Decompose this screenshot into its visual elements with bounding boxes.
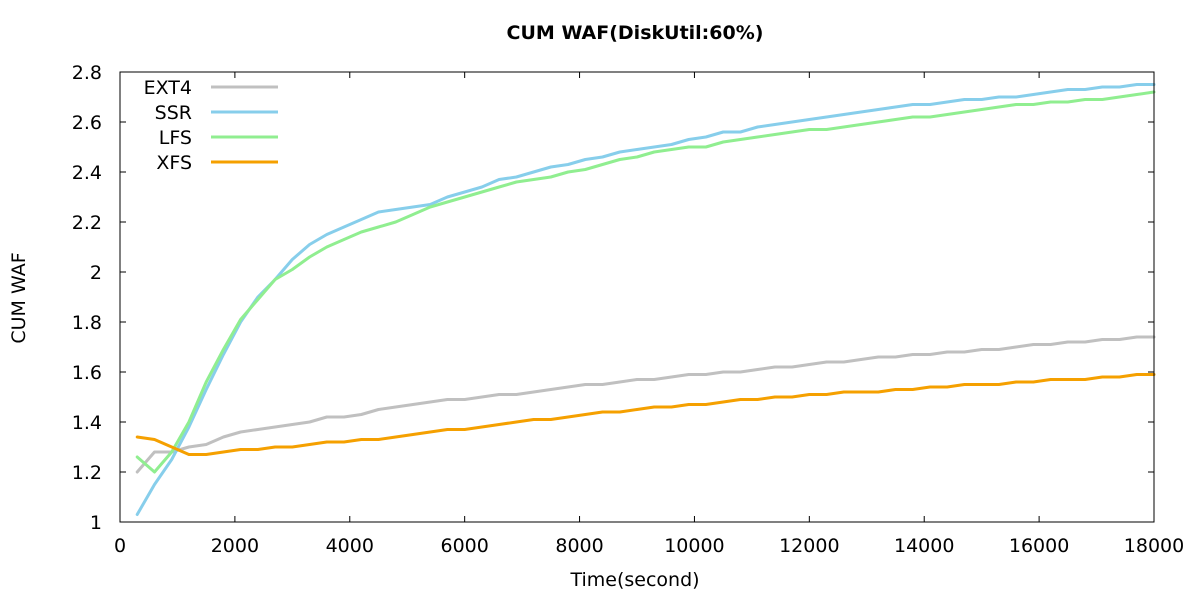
series-line-ext4 — [135, 335, 1156, 474]
series-line-lfs — [135, 90, 1156, 474]
y-tick-label: 1.4 — [72, 412, 102, 434]
y-tick-label: 2.8 — [72, 62, 102, 84]
x-tick-label: 16000 — [1009, 535, 1069, 557]
series-lines — [135, 83, 1156, 516]
legend-label-ext4: EXT4 — [144, 77, 192, 99]
plot-frame — [119, 71, 1155, 523]
legend: EXT4 SSR LFS XFS — [144, 77, 278, 174]
y-tick-label: 1.8 — [72, 312, 102, 334]
x-tick-label: 2000 — [211, 535, 259, 557]
x-tick-label: 18000 — [1124, 535, 1184, 557]
legend-label-lfs: LFS — [159, 127, 192, 149]
chart-title: CUM WAF(DiskUtil:60%) — [507, 22, 764, 44]
x-tick-label: 14000 — [894, 535, 954, 557]
y-tick-label: 2.6 — [72, 112, 102, 134]
x-tick-label: 6000 — [440, 535, 488, 557]
x-axis-label: Time(second) — [569, 569, 699, 591]
y-tick-label: 2.2 — [72, 212, 102, 234]
x-axis-ticks: 0 2000 4000 6000 8000 10000 12000 14000 16000 180… — [114, 72, 1184, 557]
x-tick-label: 12000 — [779, 535, 839, 557]
series-line-ssr — [135, 83, 1156, 516]
x-tick-label: 0 — [114, 535, 126, 557]
y-tick-label: 2.4 — [72, 162, 102, 184]
x-tick-label: 8000 — [555, 535, 603, 557]
y-tick-label: 1.2 — [72, 462, 102, 484]
legend-label-xfs: XFS — [156, 152, 192, 174]
y-tick-label: 1.6 — [72, 362, 102, 384]
legend-label-ssr: SSR — [155, 102, 192, 124]
x-tick-label: 10000 — [664, 535, 724, 557]
y-tick-label: 2 — [90, 262, 102, 284]
y-axis-ticks: 1 1.2 1.4 1.6 1.8 2 2.2 2.4 2.6 2.8 — [72, 62, 1154, 534]
y-tick-label: 1 — [90, 512, 102, 534]
y-axis-label: CUM WAF — [8, 252, 30, 343]
x-tick-label: 4000 — [326, 535, 374, 557]
series-line-xfs — [135, 373, 1156, 456]
